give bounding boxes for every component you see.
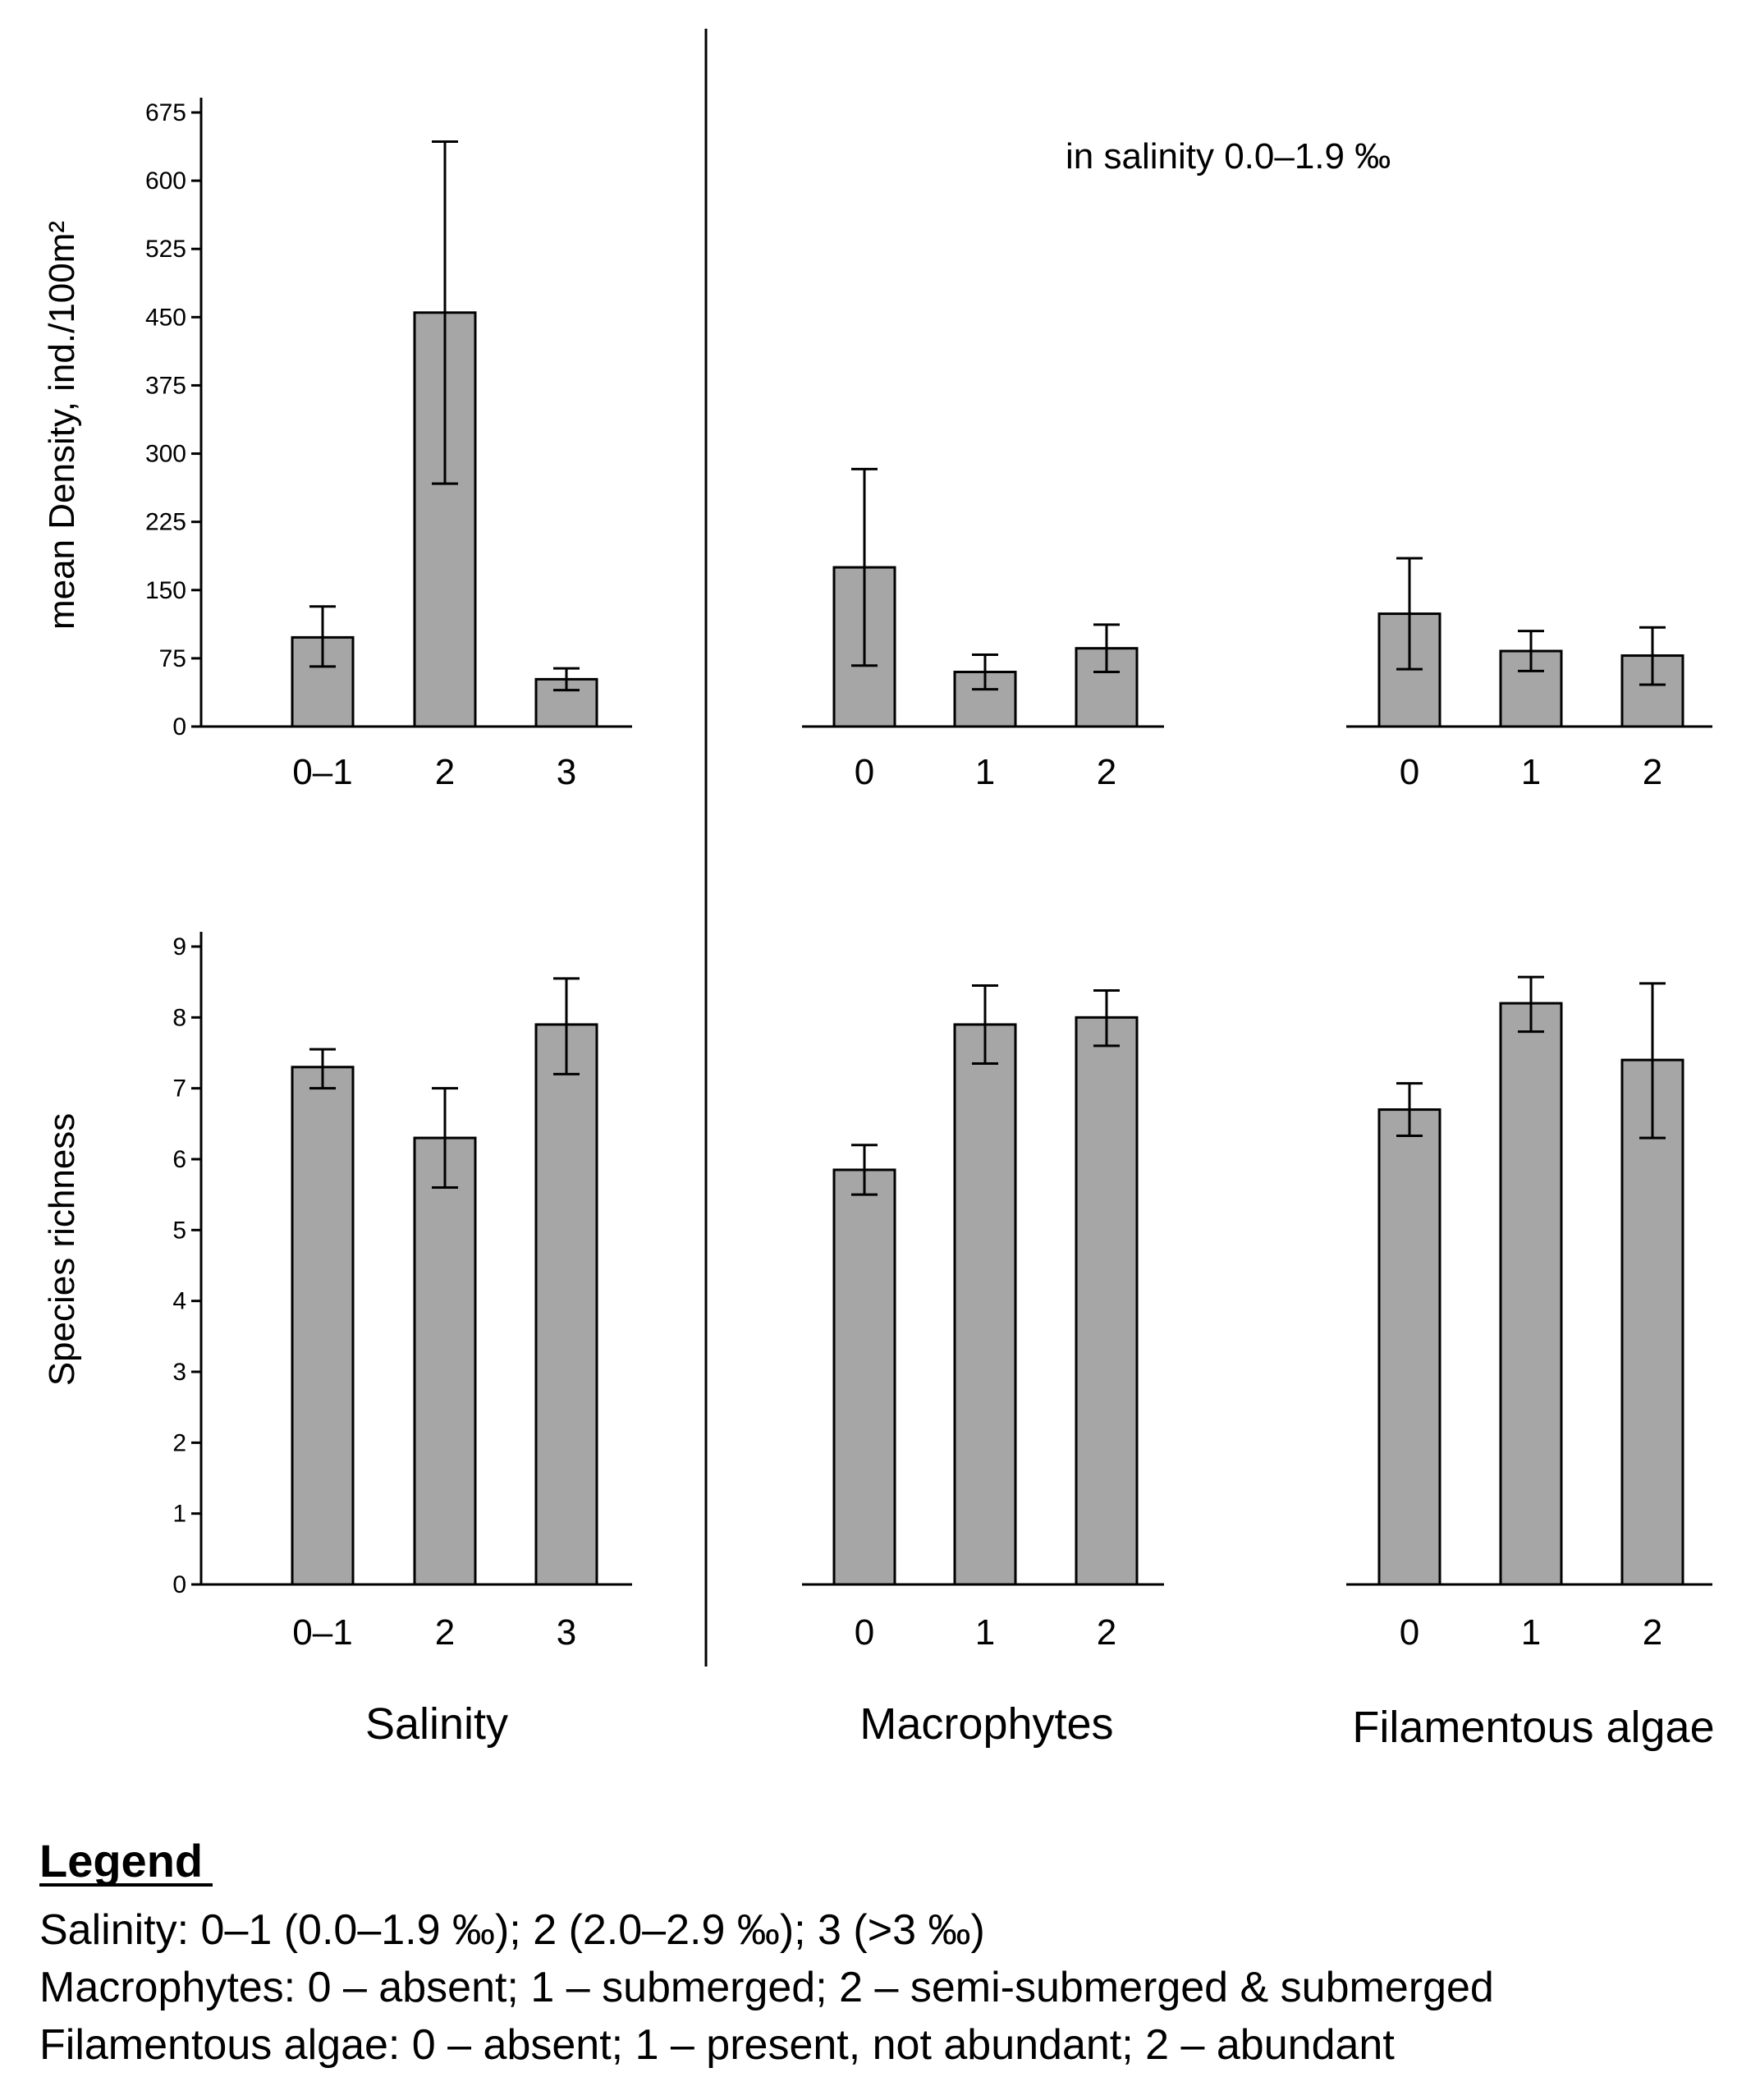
category-label: 2 [435,1612,455,1653]
panel-richness-macrophytes: 0 1 2 [802,984,1164,1653]
category-label: 1 [1521,752,1541,792]
y-tick-label: 1 [172,1501,186,1528]
y-tick-label: 8 [172,1004,186,1031]
category-label: 1 [975,1612,995,1653]
bar [1499,1002,1563,1586]
y-tick-label: 300 [145,441,186,468]
bar [413,1136,477,1586]
legend-line-salinity: Salinity: 0–1 (0.0–1.9 ‰); 2 (2.0–2.9 ‰)… [39,1906,985,1954]
bar [534,1023,598,1586]
panel-density-filamentous: 0 1 2 [1346,557,1712,792]
y-tick-label: 75 [159,645,186,672]
category-label: 2 [1097,752,1116,792]
panel-richness-filamentous: 0 1 2 [1346,975,1712,1653]
bar [291,635,355,728]
category-label: 1 [975,752,995,792]
y-tick-label: 3 [172,1359,186,1386]
category-label: 0–1 [292,1612,352,1653]
y-tick-label: 525 [145,236,186,263]
y-tick-label: 225 [145,509,186,536]
y-tick-label: 5 [172,1217,186,1244]
bar [291,1066,355,1586]
salinity-annotation: in salinity 0.0–1.9 ‰ [1066,136,1391,177]
category-label: 2 [1643,1612,1662,1653]
category-label: 3 [557,752,576,792]
legend-title: Legend [39,1835,203,1887]
y-tick-label: 0 [172,1571,186,1598]
richness-axis-title: Species richness [42,1113,82,1387]
bar [1377,1108,1441,1586]
category-label: 0 [1400,1612,1419,1653]
legend-line-filamentous-algae: Filamentous algae: 0 – absent; 1 – prese… [39,2021,1395,2069]
category-label: 2 [435,752,455,792]
bar [413,311,477,728]
panel-density-salinity: 0 75 150 225 300 375 450 525 600 675 0–1 2 3 [145,98,632,792]
y-tick-label: 375 [145,372,186,399]
category-label: 2 [1643,752,1662,792]
y-tick-label: 0 [172,713,186,741]
density-axis-title: mean Density, ind./100m² [42,221,82,630]
y-tick-label: 7 [172,1075,186,1103]
panel-density-macrophytes: 0 1 2 [802,467,1164,792]
y-tick-label: 9 [172,933,186,961]
bar [1620,1058,1684,1586]
group-label-salinity: Salinity [365,1699,508,1749]
y-tick-label: 2 [172,1429,186,1456]
category-label: 1 [1521,1612,1541,1653]
y-tick-label: 675 [145,99,186,126]
category-label: 0 [855,752,874,792]
y-tick-label: 150 [145,577,186,604]
group-label-macrophytes: Macrophytes [859,1699,1113,1749]
bar [953,1023,1017,1586]
category-label: 3 [557,1612,576,1653]
y-tick-label: 450 [145,304,186,331]
y-tick-label: 600 [145,167,186,195]
category-label: 0 [1400,752,1419,792]
bar [1075,1016,1139,1586]
category-label: 0–1 [292,752,352,792]
category-label: 0 [855,1612,874,1653]
bar [832,1168,896,1586]
panel-richness-salinity: 0 1 2 3 4 5 6 7 8 9 0–1 2 3 [172,932,632,1653]
bar [1620,654,1684,728]
legend-line-macrophytes: Macrophytes: 0 – absent; 1 – submerged; … [39,1964,1494,2011]
group-label-filamentous-algae: Filamentous algae [1352,1703,1714,1752]
y-tick-label: 4 [172,1288,186,1315]
y-tick-label: 6 [172,1146,186,1173]
category-label: 2 [1097,1612,1116,1653]
